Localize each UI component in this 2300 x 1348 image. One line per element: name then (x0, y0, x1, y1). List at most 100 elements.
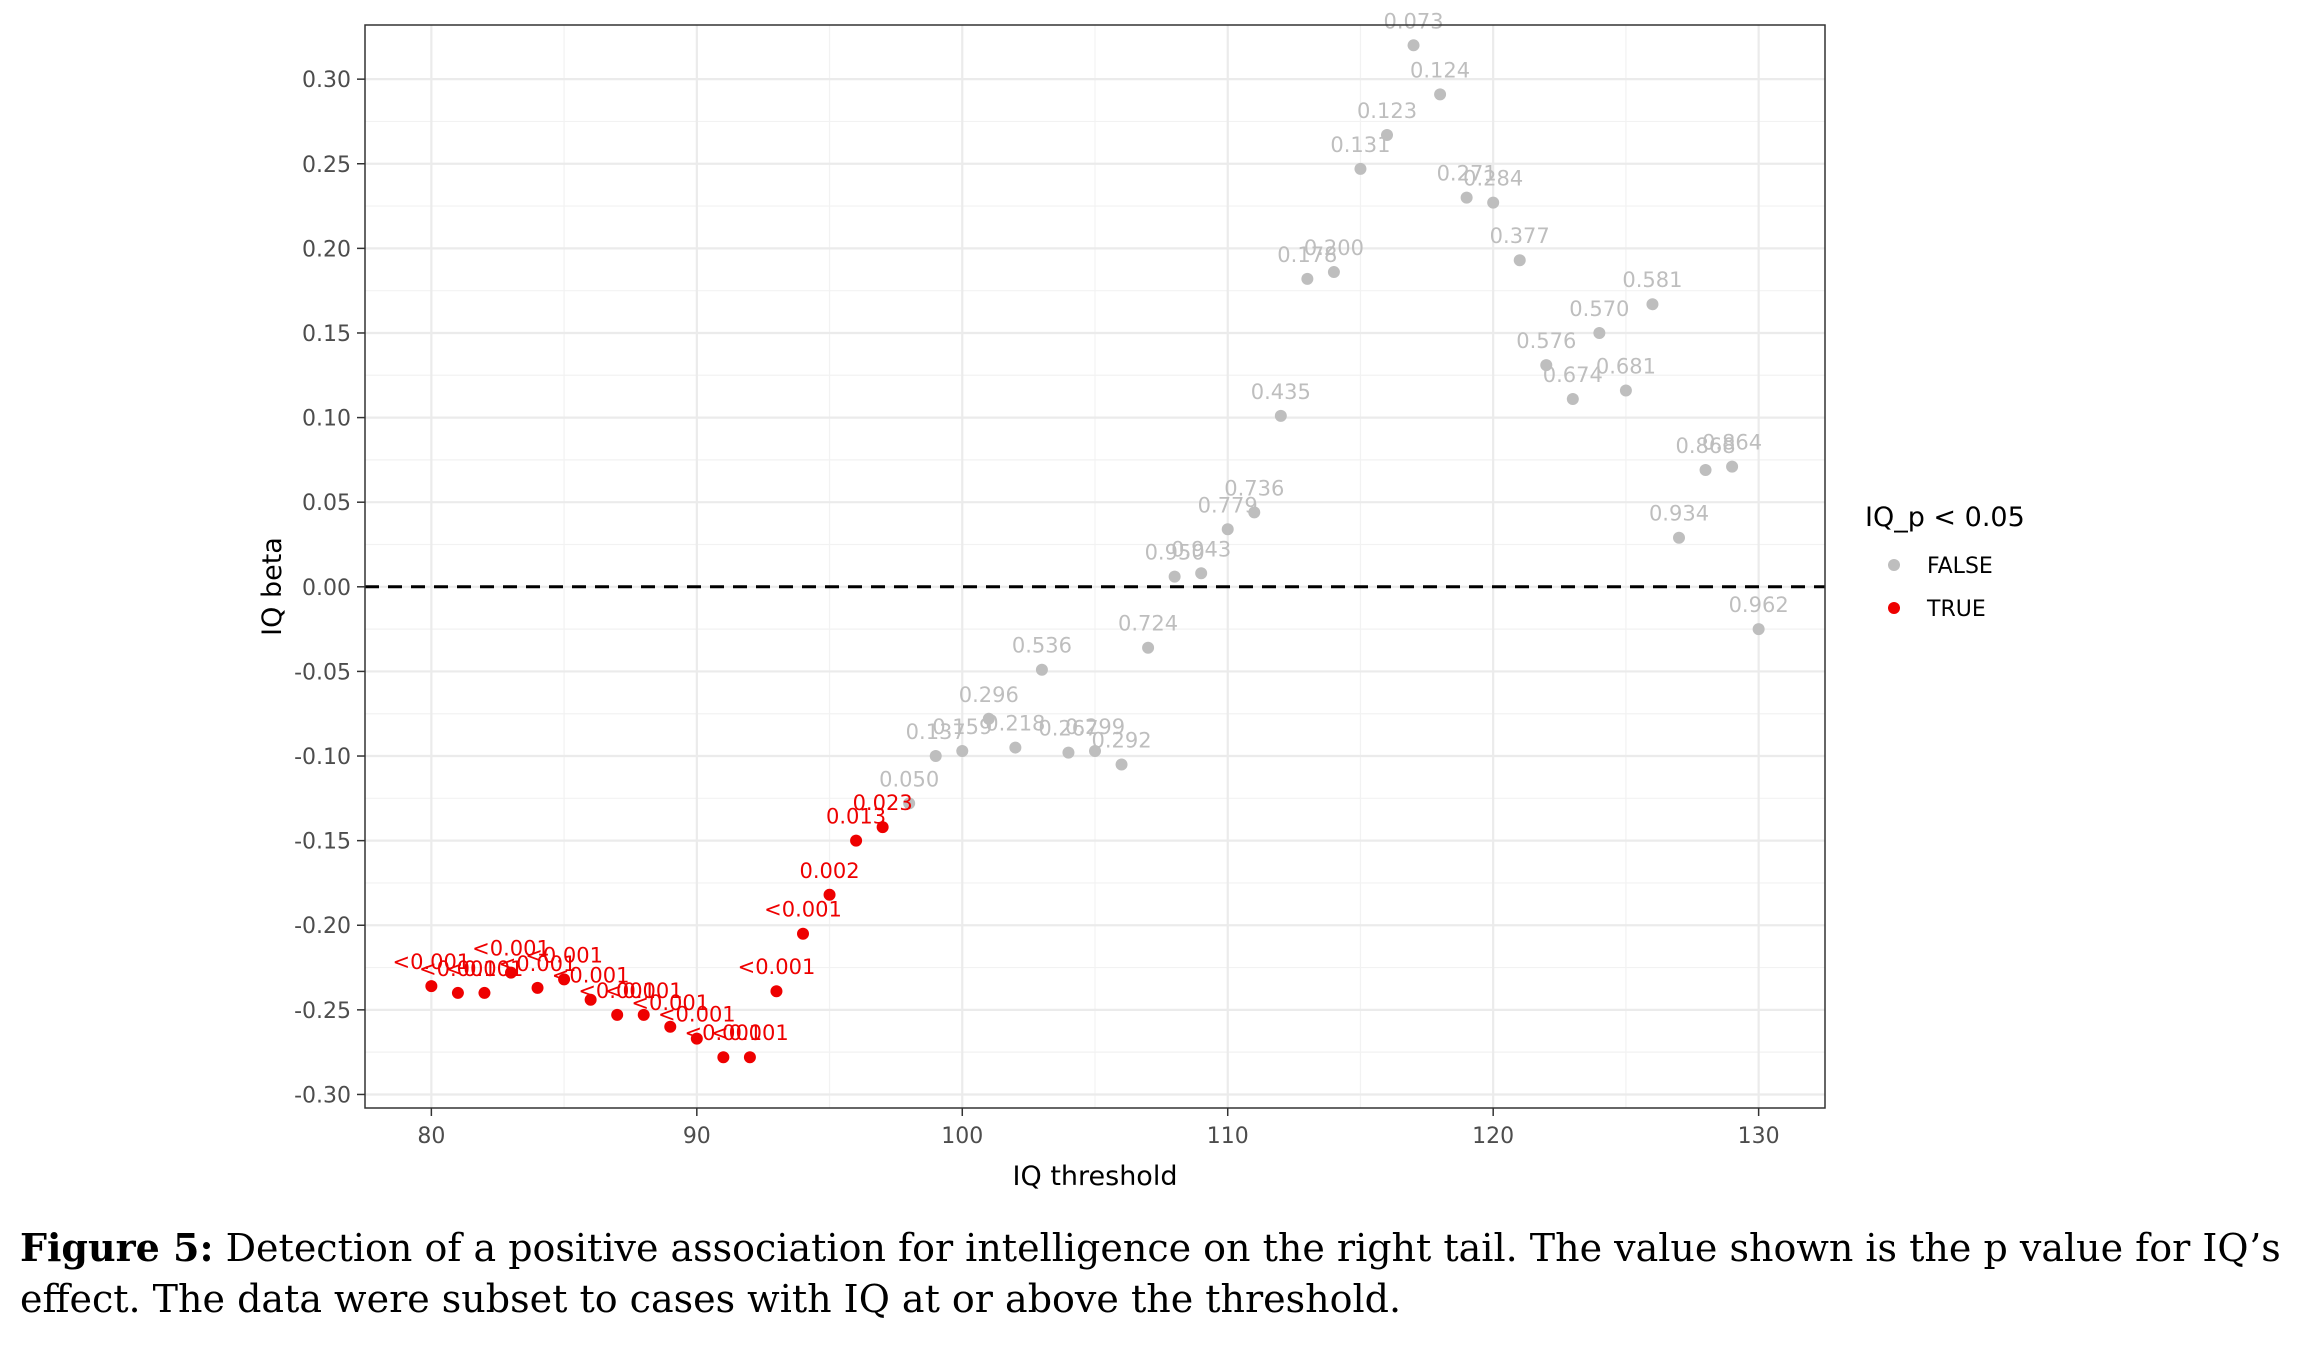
data-point (1274, 409, 1287, 422)
data-label: 0.284 (1463, 167, 1523, 191)
data-label: 0.377 (1490, 224, 1550, 248)
y-tick-label: -0.25 (294, 999, 351, 1024)
data-point (451, 986, 464, 999)
data-point (637, 1008, 650, 1021)
data-point (956, 744, 969, 757)
y-axis: -0.30 -0.25 -0.20 -0.15 -0.10 -0.05 0.00 0.05 0.… (294, 68, 365, 1108)
data-label: <0.001 (631, 991, 709, 1015)
data-label: 0.674 (1543, 363, 1603, 387)
data-point (1221, 523, 1234, 536)
data-label: <0.001 (525, 943, 603, 967)
data-point (1619, 384, 1632, 397)
data-label: <0.001 (658, 1003, 736, 1027)
data-point (1434, 88, 1447, 101)
data-point (478, 986, 491, 999)
data-point (1513, 254, 1526, 267)
data-label: <0.001 (419, 957, 497, 981)
x-axis: 80 90 100 110 120 130 (417, 1108, 1780, 1149)
legend: IQ_p < 0.05 FALSE TRUE (1865, 502, 2025, 622)
data-label: 0.002 (799, 859, 859, 883)
data-label: 0.218 (985, 712, 1045, 736)
y-tick-label: 0.10 (302, 407, 351, 432)
y-tick-label: 0.05 (302, 491, 351, 516)
data-point (1566, 392, 1579, 405)
data-label: <0.001 (552, 964, 630, 988)
x-tick-label: 90 (683, 1124, 711, 1149)
data-label: 0.581 (1622, 268, 1682, 292)
data-label: 0.536 (1012, 634, 1072, 658)
y-tick-label: 0.30 (302, 68, 351, 93)
x-tick-label: 120 (1472, 1124, 1514, 1149)
caption-text: Detection of a positive association for … (20, 1226, 2281, 1321)
data-label: 0.962 (1729, 593, 1789, 617)
x-tick-label: 80 (417, 1124, 445, 1149)
y-tick-label: -0.05 (294, 660, 351, 685)
legend-key (1888, 602, 1900, 614)
data-label: 0.724 (1118, 612, 1178, 636)
data-label: 0.137 (906, 720, 966, 744)
data-point (1035, 663, 1048, 676)
data-label: 0.013 (826, 805, 886, 829)
data-points (425, 39, 1765, 1064)
data-point (1673, 531, 1685, 544)
data-label: 0.299 (1065, 715, 1125, 739)
data-label: 0.736 (1224, 476, 1284, 500)
data-point (797, 927, 809, 940)
y-tick-label: 0.20 (302, 237, 351, 262)
data-point (1354, 162, 1367, 175)
data-point (1487, 196, 1500, 209)
y-tick-label: 0.00 (302, 576, 351, 601)
data-point (1089, 744, 1101, 757)
figure-caption: Figure 5: Detection of a positive associ… (20, 1222, 2290, 1325)
y-tick-label: -0.20 (294, 914, 351, 939)
data-point (1009, 741, 1022, 754)
data-point (584, 993, 597, 1006)
data-label: 0.296 (959, 683, 1019, 707)
data-label: 0.271 (1437, 162, 1497, 186)
data-label: 0.159 (932, 715, 992, 739)
data-label: <0.001 (393, 950, 471, 974)
data-label: 0.950 (1145, 541, 1205, 565)
data-point (558, 973, 571, 986)
legend-key (1888, 559, 1900, 571)
data-label: <0.001 (446, 957, 524, 981)
legend-label: FALSE (1927, 554, 1993, 579)
data-label: 0.123 (1357, 99, 1417, 123)
x-axis-title: IQ threshold (1013, 1161, 1178, 1192)
data-label: 0.570 (1569, 297, 1629, 321)
legend-label: TRUE (1926, 597, 1986, 622)
data-label: 0.292 (1091, 728, 1151, 752)
data-point (876, 821, 889, 834)
data-point (903, 797, 916, 810)
data-label: 0.023 (853, 791, 913, 815)
data-label: 0.178 (1277, 243, 1337, 267)
x-tick-label: 100 (941, 1124, 983, 1149)
y-tick-label: -0.15 (294, 830, 351, 855)
data-point (1115, 758, 1128, 771)
data-label: <0.001 (605, 979, 683, 1003)
data-point (1726, 460, 1739, 473)
data-label: 0.868 (1675, 434, 1735, 458)
y-tick-label: 0.15 (302, 322, 351, 347)
data-label: 0.124 (1410, 58, 1470, 82)
data-label: 0.131 (1330, 133, 1390, 157)
data-point (1195, 567, 1208, 580)
legend-title: IQ_p < 0.05 (1865, 502, 2025, 533)
grid-minor (365, 25, 1825, 1108)
data-label: <0.001 (711, 1021, 789, 1045)
data-label: <0.001 (738, 955, 816, 979)
data-label: <0.001 (578, 979, 656, 1003)
data-point (1142, 641, 1155, 654)
figure-label: Figure 5: (20, 1225, 214, 1270)
data-point (770, 985, 783, 998)
data-point (664, 1020, 677, 1033)
data-point (1168, 570, 1181, 583)
data-point (1248, 506, 1261, 519)
data-point (611, 1008, 624, 1021)
data-point (1460, 191, 1473, 204)
data-point (1381, 128, 1393, 141)
data-point (1646, 298, 1659, 311)
data-point (1301, 272, 1314, 285)
data-label: 0.943 (1171, 537, 1231, 561)
